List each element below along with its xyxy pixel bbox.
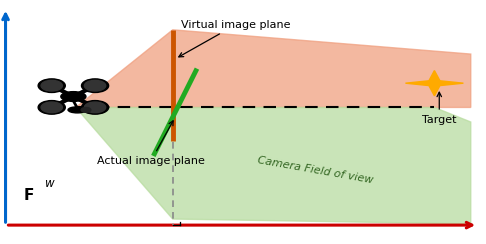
Circle shape [82, 101, 109, 114]
Polygon shape [76, 30, 471, 107]
Circle shape [85, 80, 106, 91]
Text: Target: Target [422, 92, 456, 125]
Circle shape [81, 107, 91, 112]
Text: $\mathbf{F}$: $\mathbf{F}$ [22, 187, 34, 203]
Circle shape [85, 102, 106, 113]
Text: Virtual image plane: Virtual image plane [179, 20, 291, 57]
Ellipse shape [61, 92, 86, 102]
Circle shape [82, 79, 109, 92]
Ellipse shape [68, 107, 87, 113]
Circle shape [41, 80, 62, 91]
Circle shape [38, 101, 65, 114]
Polygon shape [76, 107, 471, 224]
Polygon shape [405, 71, 464, 96]
Circle shape [41, 102, 62, 113]
Text: Actual image plane: Actual image plane [97, 121, 205, 166]
Text: Camera Field of view: Camera Field of view [257, 155, 374, 186]
Text: $w$: $w$ [44, 177, 56, 190]
Circle shape [38, 79, 65, 92]
